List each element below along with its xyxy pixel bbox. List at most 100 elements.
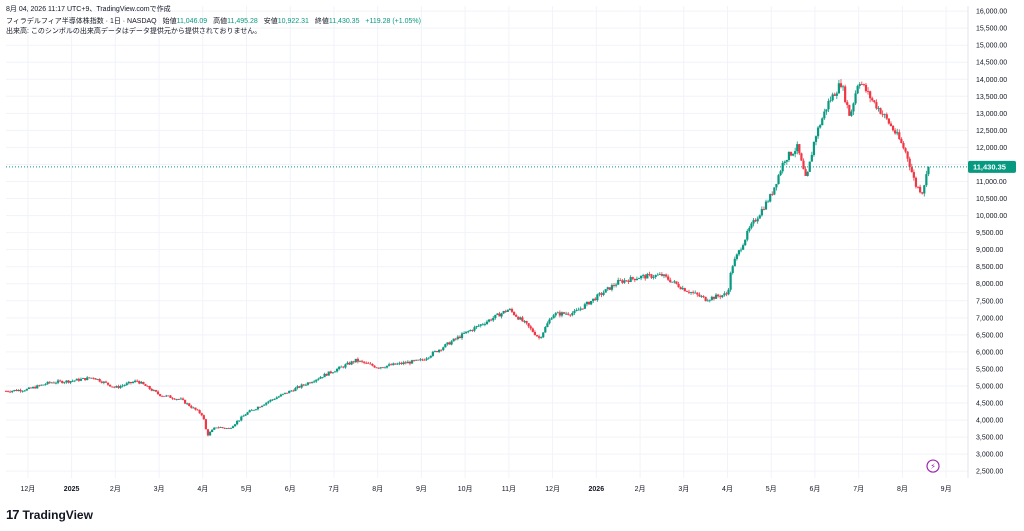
time-axis[interactable]: 12月 2025 2月 3月 4月 5月 6月 7月 8月 9月 10月 11月 12月 2026 2月 3月…	[20, 485, 951, 493]
candle-body	[96, 379, 99, 380]
change-value: +119.28 (+1.05%)	[365, 18, 421, 25]
candle-body	[206, 429, 210, 436]
event-marker[interactable]: ⚡	[926, 459, 940, 473]
last-price-label: 11,430.35	[973, 162, 1006, 171]
candle-body	[633, 278, 636, 281]
candle-body	[371, 364, 374, 366]
x-tick-label: 8月	[897, 485, 908, 493]
candle-body	[846, 102, 849, 105]
x-tick-label: 3月	[678, 485, 689, 493]
candle-body	[910, 167, 913, 173]
candle-body	[38, 385, 41, 387]
y-tick-label: 12,500.00	[976, 128, 1007, 135]
candle-body	[431, 351, 434, 356]
candle-body	[192, 407, 195, 409]
candle-body	[710, 296, 713, 300]
candle-body	[596, 294, 599, 301]
candle-body	[352, 361, 355, 363]
candle-body	[98, 379, 101, 382]
candle-body	[319, 377, 322, 379]
candle-body	[544, 327, 547, 333]
candle-body	[358, 360, 362, 362]
candle-body	[388, 364, 391, 366]
candle-body	[879, 108, 882, 114]
candle-body	[179, 398, 183, 400]
candle-body	[481, 324, 484, 326]
candle-body	[423, 359, 426, 361]
candle-body	[408, 361, 412, 364]
candle-body	[219, 427, 222, 429]
candle-body	[308, 382, 312, 384]
candle-body	[127, 381, 130, 384]
candle-body	[306, 382, 310, 385]
candle-body	[542, 332, 545, 338]
candle-body	[889, 123, 893, 126]
candle-body	[404, 362, 407, 364]
candle-body	[335, 368, 339, 372]
candle-body	[687, 291, 691, 293]
tradingview-brand[interactable]: 17 TradingView	[6, 507, 93, 522]
y-tick-label: 10,500.00	[976, 196, 1007, 203]
candle-body	[425, 358, 428, 360]
last-price-tag: 11,430.35	[968, 160, 1016, 173]
x-tick-label: 12月	[545, 485, 560, 493]
symbol-name[interactable]: フィラデルフィア半導体株指数 · 1日 · NASDAQ	[6, 18, 157, 25]
y-tick-label: 5,000.00	[976, 383, 1003, 390]
candle-body	[764, 201, 768, 210]
candle-body	[827, 100, 830, 110]
candle-body	[471, 330, 474, 331]
candle-body	[354, 358, 357, 363]
candle-body	[269, 399, 272, 402]
candle-body	[458, 336, 462, 338]
candle-body	[69, 381, 72, 383]
candle-body	[454, 338, 457, 340]
candle-body	[469, 330, 472, 332]
brand-name: TradingView	[22, 507, 93, 522]
price-axis[interactable]: 2,500.00 3,000.00 3,500.00 4,000.00 4,500.00…	[976, 9, 1007, 476]
x-tick-label: 9月	[416, 485, 427, 493]
candle-body	[796, 144, 799, 152]
y-tick-label: 8,500.00	[976, 264, 1003, 271]
candle-body	[36, 385, 39, 389]
x-tick-label: 2月	[110, 485, 121, 493]
y-tick-label: 2,500.00	[976, 469, 1003, 476]
candle-body	[44, 384, 47, 385]
volume-note-text: 出来高: このシンボルの出来高データはデータ提供元から提供されておりません。	[6, 28, 262, 35]
candle-body	[15, 389, 18, 392]
candle-body	[300, 384, 303, 388]
candle-body	[298, 386, 301, 388]
candle-body	[138, 381, 141, 384]
candle-body	[785, 160, 788, 162]
candle-body	[181, 398, 185, 400]
candle-body	[717, 294, 720, 297]
candle-body	[42, 384, 45, 386]
candle-body	[912, 172, 915, 178]
candle-body	[852, 103, 855, 112]
candle-body	[675, 281, 678, 284]
candle-body	[898, 132, 901, 139]
candle-body	[215, 427, 218, 429]
candle-body	[50, 382, 53, 384]
candle-body	[854, 93, 857, 104]
candle-body	[46, 381, 49, 385]
candle-body	[71, 380, 74, 382]
candle-body	[494, 314, 497, 318]
candle-body	[862, 84, 865, 85]
candle-body	[848, 104, 851, 116]
lightning-icon[interactable]	[926, 459, 940, 473]
candle-body	[877, 108, 880, 109]
tradingview-logo-icon: 17	[6, 507, 20, 522]
candle-body	[656, 274, 659, 276]
candle-body	[202, 415, 205, 420]
candle-body	[310, 382, 314, 384]
candle-body	[11, 390, 14, 393]
candle-body	[837, 83, 841, 94]
candle-body	[623, 280, 626, 283]
y-tick-label: 4,000.00	[976, 418, 1003, 425]
candle-body	[812, 141, 816, 155]
candle-body	[356, 358, 360, 362]
candle-body	[383, 367, 387, 369]
candle-body	[639, 275, 643, 279]
candle-body	[73, 380, 76, 382]
